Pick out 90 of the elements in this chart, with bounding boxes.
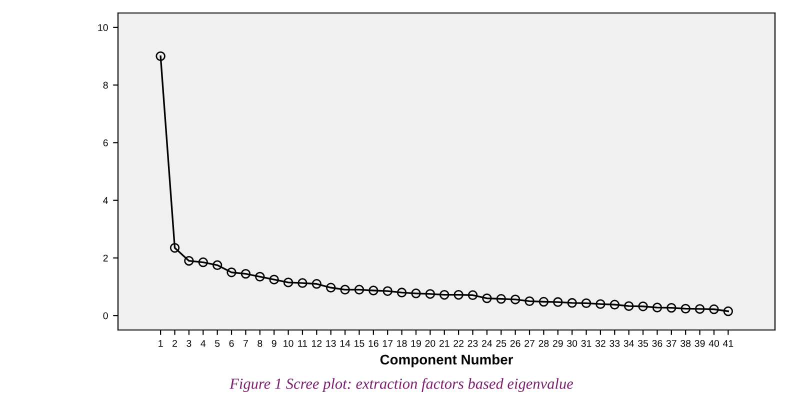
- point: [638, 302, 648, 312]
- point: [240, 268, 251, 279]
- point: [482, 293, 492, 304]
- x-tick-label: 19: [411, 340, 421, 347]
- point: [312, 279, 322, 289]
- x-tick-label: 30: [567, 340, 578, 347]
- point: [454, 290, 464, 300]
- x-tick-label: 27: [524, 340, 534, 347]
- point: [170, 243, 180, 253]
- point: [680, 304, 690, 314]
- point: [269, 274, 279, 284]
- x-tick-label: 32: [595, 340, 606, 347]
- x-tick-label: 3: [186, 340, 192, 347]
- point: [538, 296, 549, 307]
- x-tick-label: 14: [340, 340, 350, 347]
- point: [524, 296, 534, 306]
- point: [198, 257, 208, 268]
- point: [596, 299, 606, 309]
- y-tick-label: 4: [103, 197, 108, 204]
- point: [298, 278, 308, 288]
- text: Figure 1 Scree plot: extraction factors based eigenvalue: [230, 378, 574, 392]
- point: [326, 282, 336, 292]
- point: [510, 294, 520, 304]
- point: [368, 286, 378, 296]
- x-tick-label: 6: [229, 340, 234, 347]
- x-tick-label: 7: [244, 340, 248, 347]
- x-tick-label: 8: [258, 340, 262, 347]
- point: [652, 302, 662, 312]
- x-tick-label: 29: [552, 340, 563, 347]
- x-tick-label: 33: [610, 340, 620, 347]
- y-tick-label: 6: [103, 139, 108, 146]
- point: [340, 284, 350, 295]
- x-tick-label: 2: [172, 340, 177, 347]
- point: [226, 268, 236, 278]
- x-tick-label: 9: [272, 340, 276, 347]
- point: [709, 304, 719, 314]
- x-tick-label: 1: [158, 340, 163, 347]
- x-tick-label: 31: [581, 340, 592, 347]
- x-tick-label: 22: [454, 340, 464, 347]
- x-tick-label: 36: [652, 340, 662, 347]
- point: [468, 290, 478, 300]
- x-tick-label: 23: [468, 340, 478, 347]
- point: [411, 288, 421, 298]
- y-tick-label: 2: [103, 254, 108, 262]
- x-tick-label: 35: [638, 340, 648, 347]
- point: [666, 302, 676, 313]
- point: [553, 297, 563, 307]
- x-tick-label: 21: [439, 340, 450, 347]
- x-axis-title: Component Number: [380, 354, 514, 368]
- point: [694, 304, 705, 314]
- point: [440, 290, 450, 300]
- point: [396, 288, 407, 298]
- point: [382, 286, 392, 296]
- x-tick-label: 12: [312, 340, 322, 347]
- x-tick-label: 10: [284, 340, 294, 347]
- point: [156, 51, 166, 62]
- point: [496, 294, 506, 304]
- x-tick-label: 24: [482, 340, 492, 347]
- point: [624, 301, 634, 311]
- x-tick-label: 38: [680, 340, 691, 347]
- x-tick-label: 13: [326, 340, 336, 347]
- x-tick-label: 11: [298, 340, 308, 347]
- x-tick-label: 40: [708, 340, 720, 347]
- x-tick-label: 20: [425, 340, 436, 347]
- point: [723, 306, 734, 316]
- point: [581, 298, 592, 308]
- x-tick-label: 18: [397, 340, 407, 347]
- point: [283, 278, 294, 288]
- y-tick-label: 10: [98, 24, 108, 32]
- x-tick-label: 5: [215, 340, 220, 347]
- y-tick-label: 8: [103, 82, 108, 89]
- point: [425, 289, 436, 299]
- x-tick-label: 16: [368, 340, 378, 347]
- point: [212, 260, 222, 270]
- x-tick-label: 34: [624, 340, 634, 347]
- point: [610, 300, 620, 310]
- x-tick-label: 37: [666, 340, 676, 347]
- point: [184, 256, 194, 266]
- x-tick-label: 25: [496, 340, 506, 347]
- x-tick-label: 41: [722, 340, 734, 347]
- x-tick-label: 4: [200, 340, 206, 347]
- point: [354, 284, 364, 295]
- x-tick-label: 26: [510, 340, 520, 347]
- x-tick-label: 17: [382, 340, 393, 347]
- x-tick-label: 39: [694, 340, 705, 347]
- point: [255, 272, 265, 282]
- point: [567, 298, 577, 308]
- x-tick-label: 28: [538, 340, 549, 347]
- y-tick-label: 0: [103, 312, 108, 320]
- x-tick-label: 15: [354, 340, 364, 347]
